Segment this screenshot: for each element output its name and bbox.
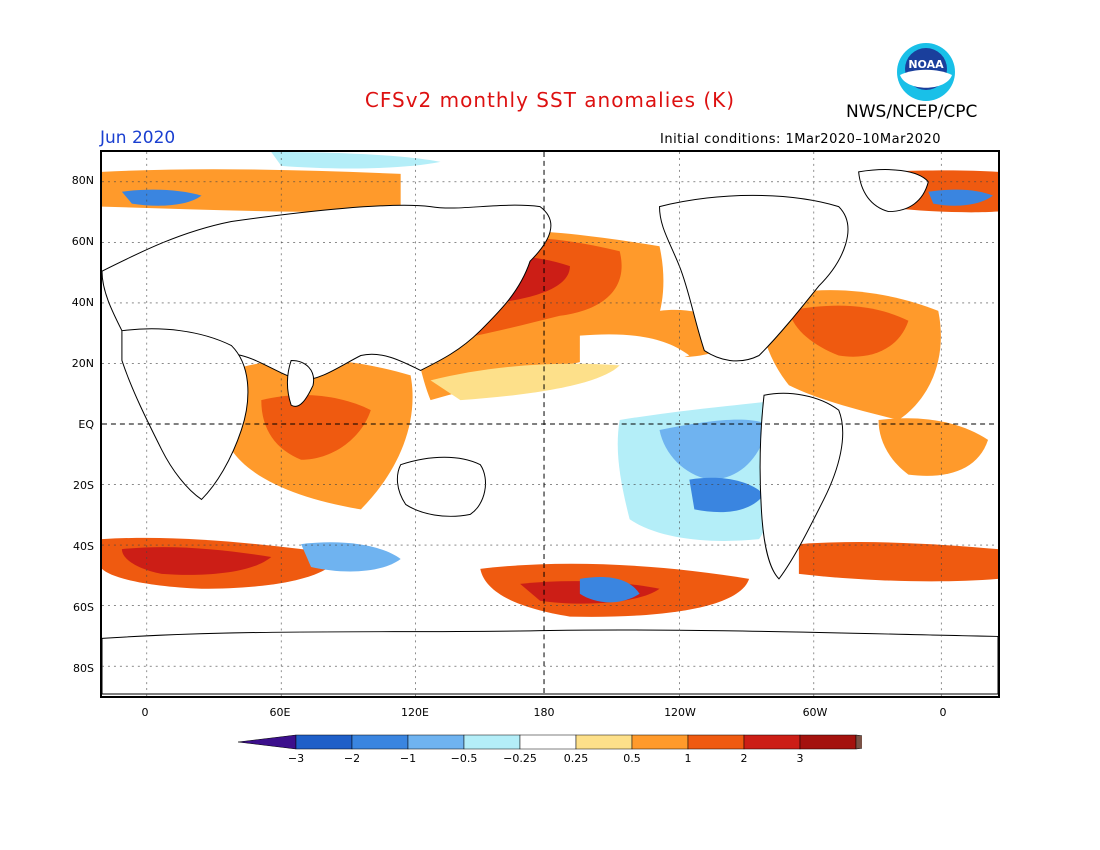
svg-text:NOAA: NOAA <box>908 58 944 71</box>
colorbar-tick-label: 0.25 <box>563 752 589 765</box>
colorbar-tick-label: 0.5 <box>623 752 641 765</box>
colorbar-max-arrow <box>855 734 862 750</box>
lat-label: 40N <box>71 296 94 309</box>
initial-conditions-label: Initial conditions: 1Mar2020–10Mar2020 <box>660 132 942 147</box>
colorbar-tick-label: −2 <box>343 752 361 765</box>
colorbar <box>238 734 862 750</box>
colorbar-tick-label: 1 <box>684 752 692 765</box>
lon-label: 180 <box>533 706 555 719</box>
colorbar-tick-label: −0.25 <box>503 752 537 765</box>
colorbar-tick-label: −1 <box>399 752 417 765</box>
lon-label: 0 <box>141 706 149 719</box>
lat-label: 80S <box>73 662 94 675</box>
reference-lines <box>102 152 998 696</box>
lat-label: 80N <box>71 174 94 187</box>
lat-label: 40S <box>73 540 94 553</box>
colorbar-segment <box>799 734 857 750</box>
sst-anomaly-map <box>100 150 1000 698</box>
colorbar-segment <box>351 734 409 750</box>
noaa-logo: NOAA <box>897 43 955 101</box>
colorbar-tick-label: 3 <box>796 752 804 765</box>
colorbar-segment <box>463 734 521 750</box>
colorbar-segment <box>519 734 577 750</box>
lon-label: 120E <box>401 706 429 719</box>
colorbar-segment <box>743 734 801 750</box>
colorbar-segment <box>295 734 353 750</box>
lat-label: EQ <box>78 418 94 431</box>
lon-label: 60E <box>269 706 291 719</box>
colorbar-segment <box>575 734 633 750</box>
lon-label: 0 <box>939 706 947 719</box>
lon-label: 120W <box>664 706 696 719</box>
colorbar-segment <box>631 734 689 750</box>
agency-label: NWS/NCEP/CPC <box>846 102 978 122</box>
colorbar-segment <box>687 734 745 750</box>
chart-title: CFSv2 monthly SST anomalies (K) <box>364 88 736 112</box>
lon-label: 60W <box>802 706 828 719</box>
lat-label: 60N <box>71 235 94 248</box>
colorbar-tick-label: 2 <box>740 752 748 765</box>
continent-outlines <box>102 169 998 695</box>
colorbar-tick-label: −0.5 <box>450 752 478 765</box>
lat-label: 60S <box>73 601 94 614</box>
forecast-month-label: Jun 2020 <box>100 128 176 148</box>
map-grid <box>102 152 998 696</box>
colorbar-segment <box>407 734 465 750</box>
colorbar-tick-label: −3 <box>287 752 305 765</box>
lat-label: 20S <box>73 479 94 492</box>
colorbar-min-arrow <box>238 734 297 750</box>
lat-label: 20N <box>71 357 94 370</box>
